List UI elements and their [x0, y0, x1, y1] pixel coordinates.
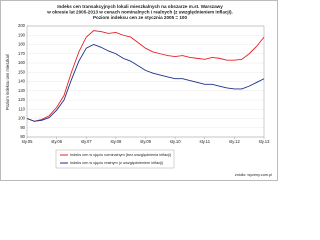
x-tick-label: sty.12: [229, 139, 241, 144]
chart: Indeks cen transakcyjnych lokali mieszka…: [0, 0, 278, 181]
y-tick-label: 130: [18, 88, 26, 93]
x-tick-label: sty.10: [170, 139, 182, 144]
x-tick-label: sty.13: [259, 139, 271, 144]
legend-box: [55, 149, 175, 169]
x-tick-label: sty.06: [51, 139, 63, 144]
y-tick-label: 110: [18, 106, 25, 111]
x-tick-label: sty.05: [22, 139, 34, 144]
x-tick-label: sty.08: [110, 139, 122, 144]
x-tick-label: sty.11: [199, 139, 210, 144]
y-tick-label: 170: [18, 51, 26, 56]
line-series: [26, 44, 265, 122]
chart-title: w okresie lat 2005-2013 w cenach nominal…: [46, 10, 233, 15]
x-tick-label: sty.07: [81, 139, 93, 144]
y-tick-label: 190: [18, 32, 26, 37]
x-tick-label: sty.09: [140, 139, 152, 144]
y-tick-label: 120: [18, 97, 26, 102]
plot-area: [26, 25, 265, 138]
y-tick-label: 140: [18, 79, 26, 84]
y-tick-label: 200: [18, 23, 26, 28]
chart-title: Poziom indeksu cen ze stycznia 2005 = 10…: [93, 15, 188, 20]
chart-title: Indeks cen transakcyjnych lokali mieszka…: [57, 4, 223, 9]
y-tick-label: 160: [18, 60, 26, 65]
y-tick-label: 90: [20, 125, 25, 130]
legend-label: Indeks cen w ujęciu realnym (z uwzględni…: [70, 161, 164, 165]
y-tick-label: 180: [18, 42, 26, 47]
y-tick-label: 150: [18, 69, 26, 74]
legend-label: Indeks cen w ujęciu nominalnym (bez uwzg…: [70, 153, 172, 157]
y-tick-label: 100: [18, 116, 26, 121]
y-tick-label: 80: [20, 134, 25, 139]
source: źródło: wyceny.com.pl: [235, 173, 272, 177]
y-axis-label: Poziom indeksu cen mieszkań: [5, 53, 10, 110]
page: Indeks cen transakcyjnych lokali mieszka…: [0, 0, 278, 181]
line-series: [26, 30, 265, 122]
